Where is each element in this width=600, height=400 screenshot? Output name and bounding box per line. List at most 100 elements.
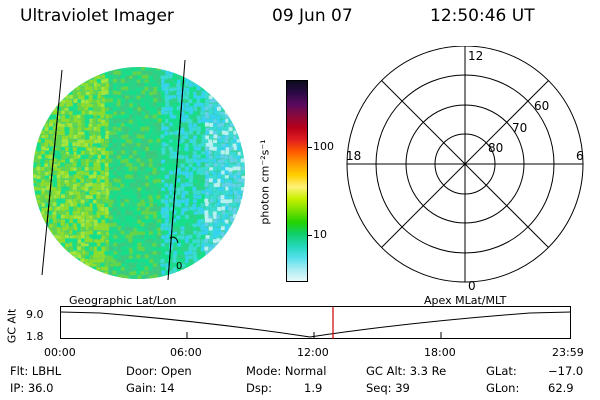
uv-pixel [80, 139, 85, 144]
uv-pixel [49, 111, 54, 116]
uv-pixel [173, 218, 178, 223]
uv-pixel [128, 195, 133, 200]
uv-pixel [164, 194, 169, 199]
uv-pixel [168, 87, 173, 92]
uv-pixel [125, 234, 130, 239]
uv-pixel [101, 219, 106, 224]
uv-pixel [196, 115, 201, 120]
uv-pixel [164, 246, 169, 251]
uv-pixel [116, 202, 121, 207]
uv-pixel [200, 254, 205, 259]
uv-pixel [216, 235, 221, 240]
uv-pixel [173, 263, 178, 268]
uv-pixel [177, 235, 182, 240]
uv-pixel [96, 186, 101, 191]
uv-pixel [137, 210, 142, 215]
uv-pixel [148, 158, 153, 163]
uv-pixel [177, 242, 182, 247]
uv-pixel [172, 115, 177, 120]
uv-pixel [152, 251, 157, 256]
uv-pixel [189, 79, 194, 84]
uv-pixel [181, 171, 186, 176]
uv-pixel [141, 138, 146, 143]
uv-pixel [165, 243, 170, 248]
uv-pixel [88, 199, 93, 204]
uv-pixel [101, 119, 106, 124]
uv-pixel [157, 142, 162, 147]
uv-pixel [64, 154, 69, 159]
uv-pixel [209, 246, 214, 251]
uv-pixel [196, 159, 201, 164]
uv-pixel [137, 199, 142, 204]
uv-pixel [129, 206, 134, 211]
uv-pixel [220, 111, 225, 116]
uv-pixel [196, 243, 201, 248]
uv-pixel [161, 270, 166, 275]
uv-pixel [77, 119, 82, 124]
uv-pixel [120, 86, 125, 91]
uv-pixel [172, 247, 177, 252]
uv-pixel [240, 199, 245, 204]
uv-pixel [177, 163, 182, 168]
uv-pixel [37, 187, 42, 192]
uv-pixel [141, 187, 146, 192]
uv-pixel [117, 195, 122, 200]
uv-pixel [61, 135, 66, 140]
uv-pixel [161, 179, 166, 184]
uv-pixel [64, 147, 69, 152]
uv-pixel [212, 194, 217, 199]
uv-pixel [64, 174, 69, 179]
orbit-x-tick-2359: 23:59 [552, 346, 584, 359]
uv-pixel [77, 199, 82, 204]
uv-pixel [156, 235, 161, 240]
uv-pixel [76, 91, 81, 96]
uv-pixel [185, 259, 190, 264]
uv-pixel [164, 135, 169, 140]
uv-pixel [124, 91, 129, 96]
uv-pixel [188, 194, 193, 199]
uv-pixel [189, 203, 194, 208]
uv-pixel [108, 207, 113, 212]
uv-pixel [205, 191, 210, 196]
uv-pixel [92, 174, 97, 179]
uv-pixel [177, 143, 182, 148]
uv-pixel [121, 191, 126, 196]
uv-pixel [233, 194, 238, 199]
uv-pixel [120, 218, 125, 223]
uv-pixel [120, 242, 125, 247]
uv-pixel [137, 251, 142, 256]
uv-pixel [208, 95, 213, 100]
uv-pixel [180, 122, 185, 127]
uv-pixel [209, 195, 214, 200]
uv-pixel [152, 83, 157, 88]
uv-pixel [149, 126, 154, 131]
uv-pixel [208, 186, 213, 191]
uv-pixel [104, 74, 109, 79]
uv-pixel [208, 211, 213, 216]
uv-pixel [200, 210, 205, 215]
uv-pixel [136, 263, 141, 268]
uv-pixel [232, 183, 237, 188]
uv-pixel [224, 131, 229, 136]
uv-pixel [164, 186, 169, 191]
uv-pixel [129, 231, 134, 236]
uv-pixel [93, 239, 98, 244]
uv-pixel [164, 222, 169, 227]
uv-pixel [61, 239, 66, 244]
uv-pixel [133, 110, 138, 115]
uv-pixel [128, 114, 133, 119]
uv-pixel [173, 226, 178, 231]
uv-pixel [96, 214, 101, 219]
uv-pixel [193, 95, 198, 100]
uv-pixel [120, 111, 125, 116]
uv-pixel [109, 131, 114, 136]
uv-pixel [108, 71, 113, 76]
uv-pixel [92, 211, 97, 216]
uv-pixel [52, 163, 57, 168]
uv-pixel [169, 251, 174, 256]
uv-pixel [120, 198, 125, 203]
uv-pixel [193, 146, 198, 151]
uv-pixel [144, 162, 149, 167]
uv-pixel [76, 147, 81, 152]
uv-pixel [65, 122, 70, 127]
